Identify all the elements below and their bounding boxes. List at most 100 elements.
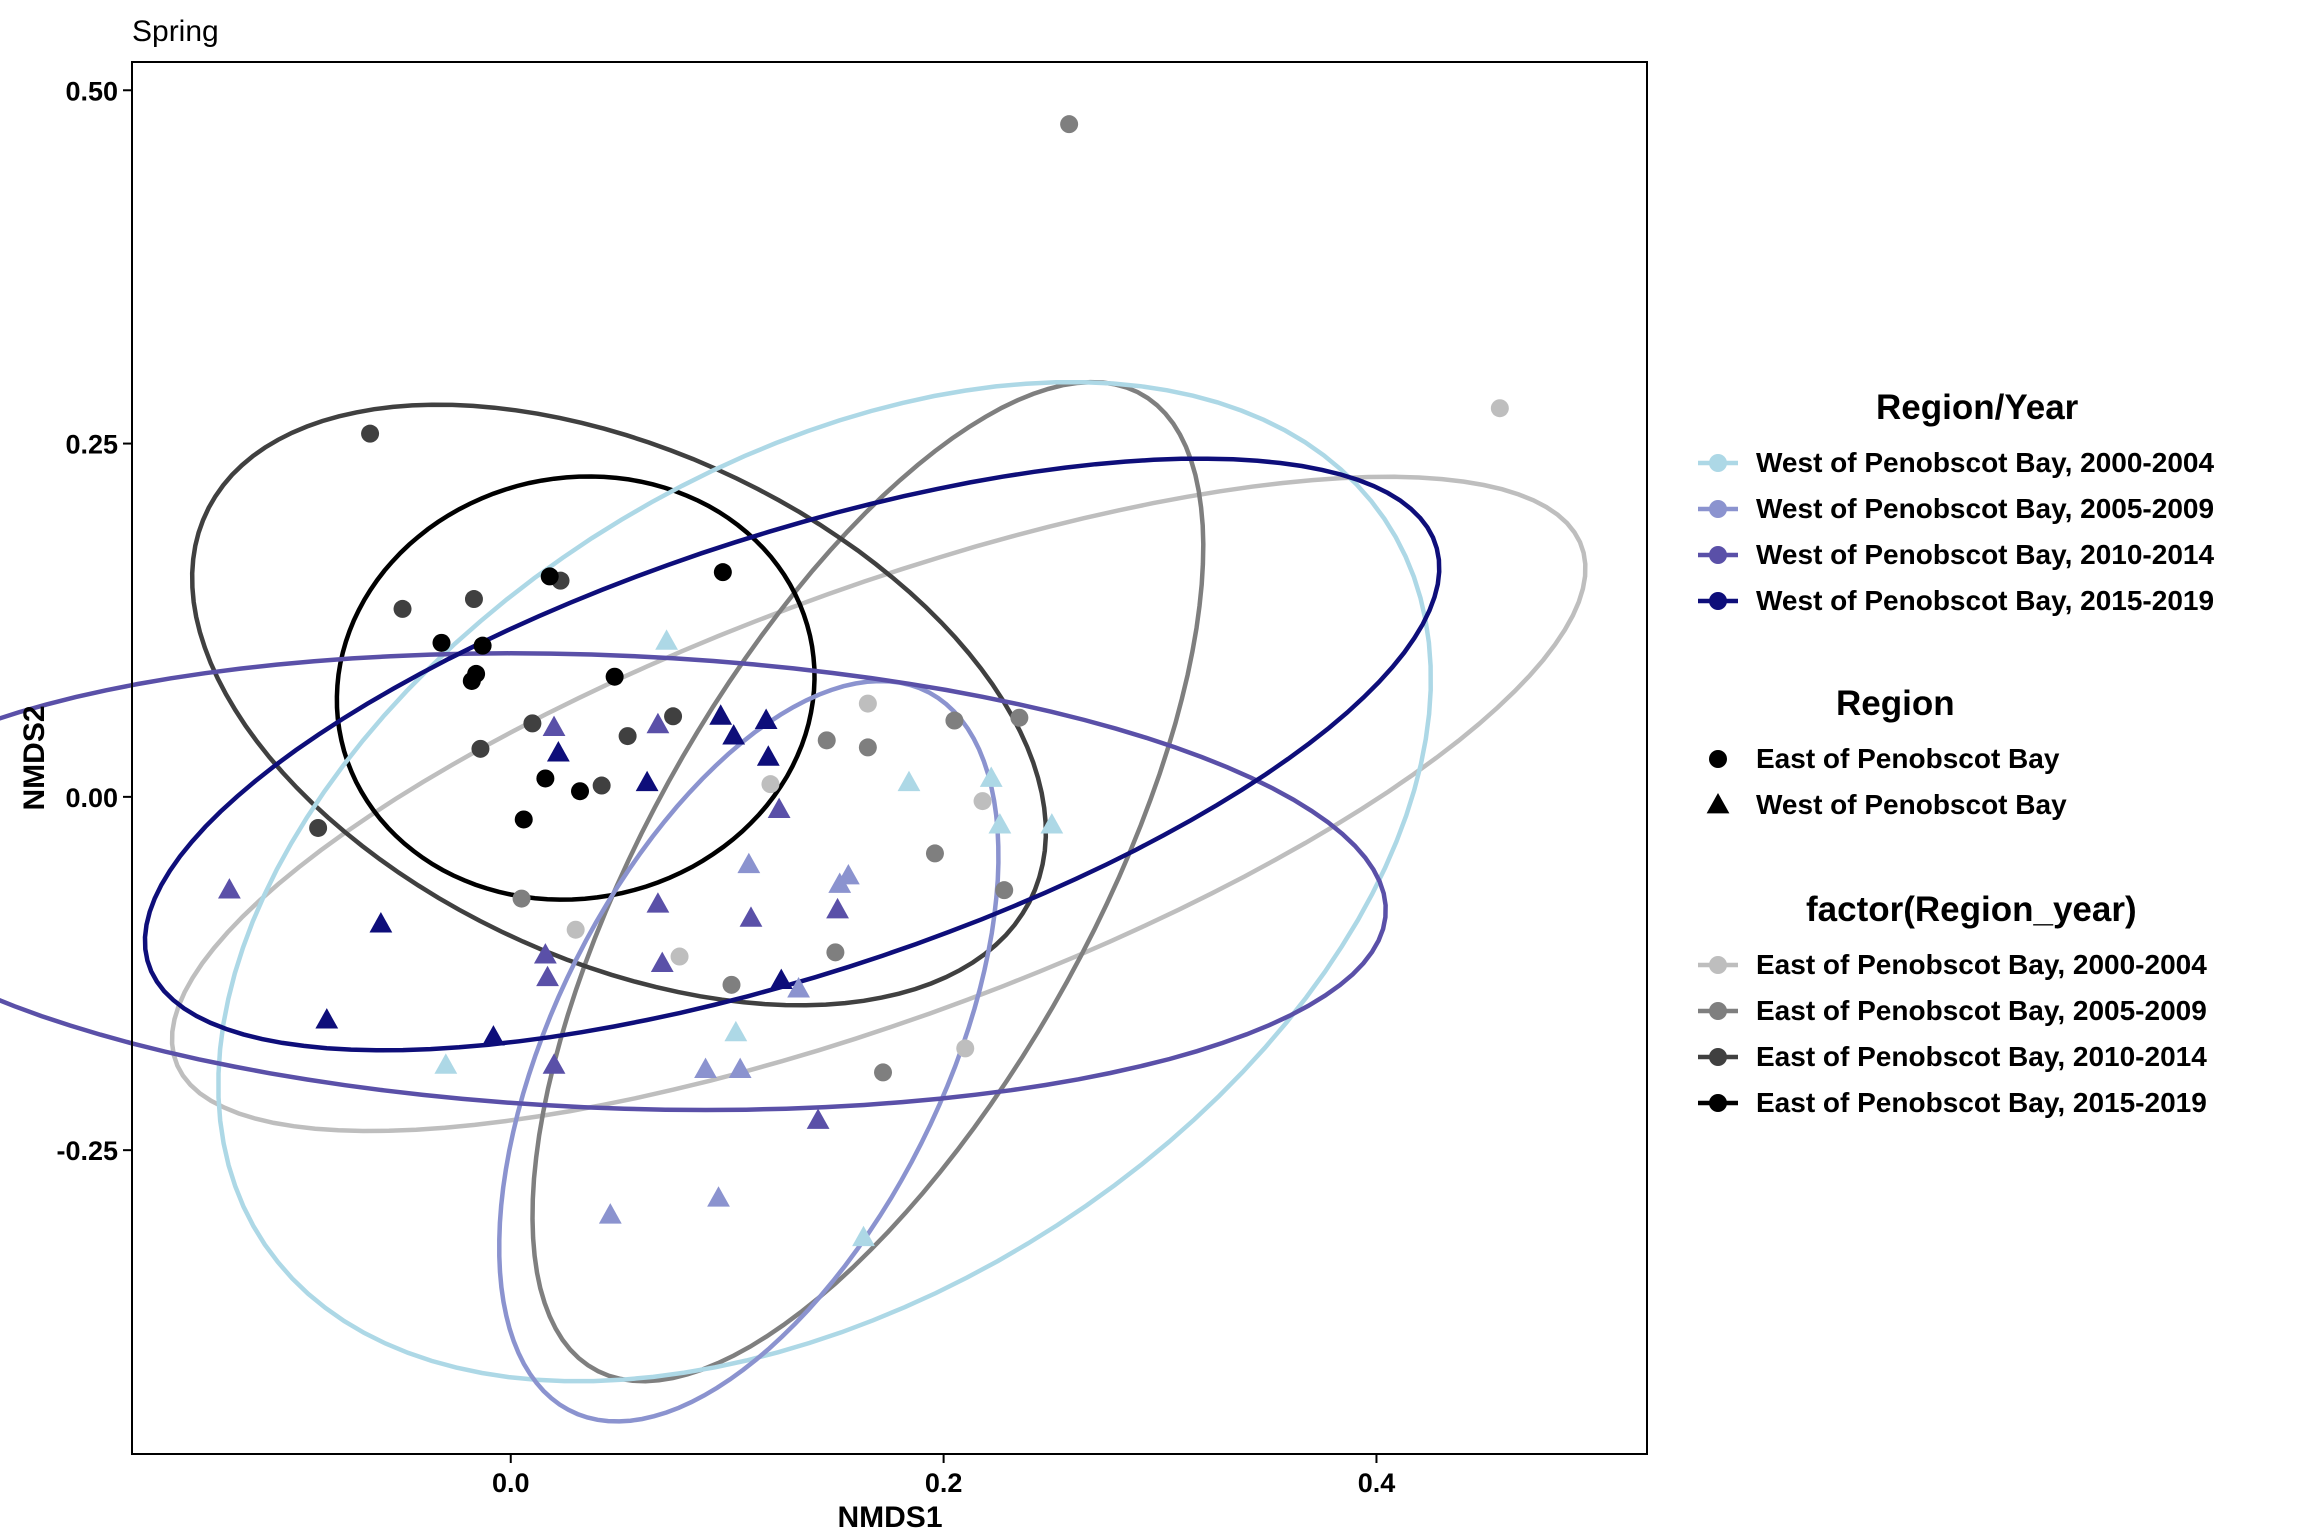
legend-item: East of Penobscot Bay xyxy=(1696,736,2296,782)
data-point xyxy=(309,818,328,837)
data-point xyxy=(737,852,761,874)
legend-key xyxy=(1696,1080,1740,1126)
data-point xyxy=(722,724,746,745)
y-tick-label: 0.25 xyxy=(65,430,118,460)
y-axis: 0.50 0.25 0.00 -0.25 xyxy=(56,76,132,1166)
plot-title: Spring xyxy=(132,15,219,48)
data-point xyxy=(217,878,241,899)
y-tick-label: 0.50 xyxy=(65,76,118,106)
data-point xyxy=(618,727,637,746)
legend-label: East of Penobscot Bay xyxy=(1756,743,2060,774)
ellipse xyxy=(142,456,1442,1053)
data-point xyxy=(754,708,778,729)
data-point xyxy=(542,715,566,737)
data-point xyxy=(650,951,674,973)
ellipse xyxy=(216,379,1433,1384)
data-point xyxy=(1060,115,1079,134)
y-tick-label: -0.25 xyxy=(56,1136,118,1166)
legend-key xyxy=(1696,532,1740,578)
legend-item: East of Penobscot Bay, 2000-2004 xyxy=(1696,942,2296,988)
data-point xyxy=(897,770,921,792)
data-point xyxy=(540,567,559,586)
legend-item: West of Penobscot Bay, 2015-2019 xyxy=(1696,578,2296,624)
data-point xyxy=(432,633,451,652)
data-point xyxy=(1010,708,1029,727)
data-point xyxy=(707,1186,730,1207)
data-point xyxy=(826,897,849,919)
data-point xyxy=(566,920,585,939)
data-point xyxy=(874,1063,893,1082)
points-layer xyxy=(217,115,1509,1247)
ellipse xyxy=(169,474,1588,1134)
x-tick-label: 0.4 xyxy=(1358,1468,1396,1498)
data-point xyxy=(655,629,678,650)
data-point xyxy=(973,792,992,811)
ellipse-layer xyxy=(0,379,1588,1424)
legend-key xyxy=(1696,736,1740,782)
x-axis-title: NMDS1 xyxy=(837,1501,942,1534)
legend-key xyxy=(1696,942,1740,988)
data-point xyxy=(852,1225,875,1247)
data-point xyxy=(369,912,393,933)
legend-item: West of Penobscot Bay, 2005-2009 xyxy=(1696,486,2296,532)
data-point xyxy=(473,636,492,655)
data-point xyxy=(756,745,780,766)
data-point xyxy=(739,906,763,927)
data-point xyxy=(546,741,570,762)
data-point xyxy=(434,1053,458,1074)
ellipse xyxy=(0,651,1388,1113)
data-point xyxy=(664,707,683,726)
data-point xyxy=(956,1039,975,1058)
legend-label: East of Penobscot Bay, 2015-2019 xyxy=(1756,1087,2207,1118)
data-point xyxy=(722,975,741,994)
data-point xyxy=(646,712,670,734)
legend-item: East of Penobscot Bay, 2005-2009 xyxy=(1696,988,2296,1034)
data-point xyxy=(995,881,1014,900)
data-point xyxy=(806,1108,830,1129)
data-point xyxy=(464,590,483,609)
legend-item: West of Penobscot Bay, 2010-2014 xyxy=(1696,532,2296,578)
x-axis: 0.0 0.2 0.4 xyxy=(492,1454,1395,1498)
data-point xyxy=(482,1025,505,1046)
data-point xyxy=(925,844,944,863)
legend-title: Region xyxy=(1836,684,1955,723)
data-point xyxy=(787,977,810,998)
legend-item: East of Penobscot Bay, 2010-2014 xyxy=(1696,1034,2296,1080)
legend-item: West of Penobscot Bay, 2000-2004 xyxy=(1696,440,2296,486)
data-point xyxy=(817,731,836,750)
legend-region: Region East of Penobscot Bay West of Peno… xyxy=(1696,684,2296,828)
legend-label: West of Penobscot Bay, 2010-2014 xyxy=(1756,539,2215,570)
data-point xyxy=(988,813,1012,834)
data-point xyxy=(571,782,590,801)
data-point xyxy=(728,1057,752,1079)
plot-panel-border xyxy=(131,61,1648,1455)
legend-key xyxy=(1696,782,1740,828)
data-point xyxy=(315,1008,339,1029)
legend-title: Region/Year xyxy=(1876,388,2079,427)
legend-key xyxy=(1696,440,1740,486)
x-tick-label: 0.2 xyxy=(925,1468,963,1498)
ellipse xyxy=(334,474,817,902)
data-point xyxy=(826,943,845,962)
data-point xyxy=(536,965,559,987)
data-point xyxy=(533,943,557,964)
y-tick-label: 0.00 xyxy=(65,783,118,813)
data-point xyxy=(523,714,542,733)
legend-label: West of Penobscot Bay, 2015-2019 xyxy=(1756,585,2215,616)
y-axis-title: NMDS2 xyxy=(18,705,51,810)
data-point xyxy=(393,599,412,618)
data-point xyxy=(709,704,733,725)
data-point xyxy=(761,775,780,794)
data-point xyxy=(536,769,555,788)
data-point xyxy=(694,1057,717,1079)
legend-label: East of Penobscot Bay, 2005-2009 xyxy=(1756,995,2207,1026)
data-point xyxy=(1490,399,1509,418)
data-point xyxy=(1040,813,1064,834)
legend-key xyxy=(1696,1034,1740,1080)
legend-item: West of Penobscot Bay xyxy=(1696,782,2296,828)
data-point xyxy=(828,872,852,893)
legend-item: East of Penobscot Bay, 2015-2019 xyxy=(1696,1080,2296,1126)
data-point xyxy=(979,766,1003,787)
legend-label: East of Penobscot Bay, 2000-2004 xyxy=(1756,949,2207,980)
data-point xyxy=(724,1020,748,1042)
